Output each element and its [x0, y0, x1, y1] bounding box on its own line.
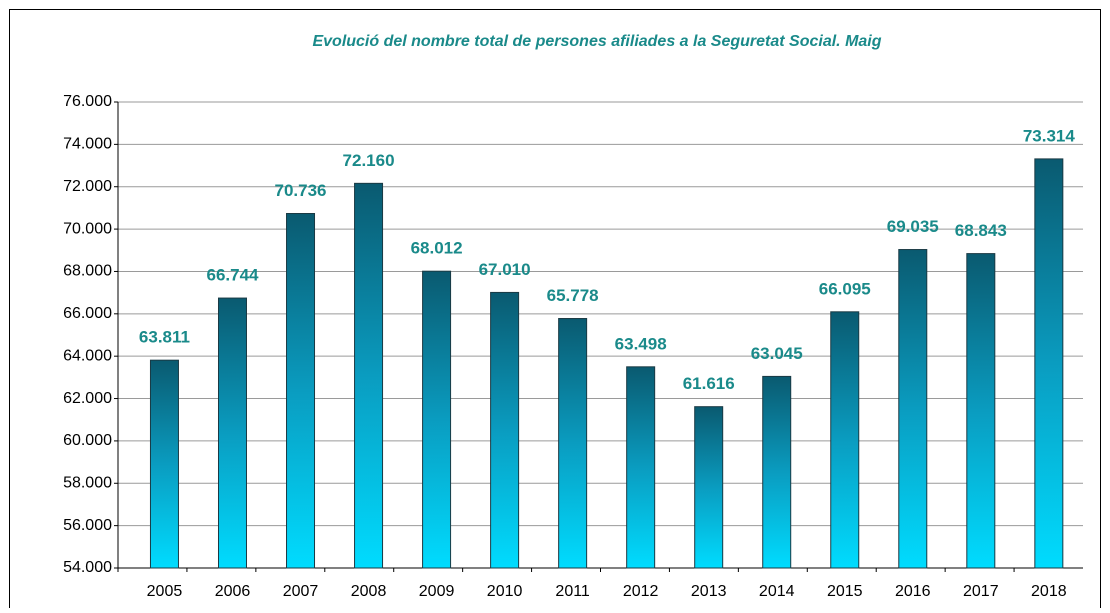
- x-tick-label: 2007: [283, 583, 319, 600]
- chart-title: Evolució del nombre total de persones af…: [312, 33, 881, 50]
- x-tick-label: 2009: [419, 583, 455, 600]
- x-tick-label: 2014: [759, 583, 795, 600]
- x-tick-label: 2015: [827, 583, 863, 600]
- y-tick-label: 76.000: [63, 93, 112, 110]
- value-label: 72.160: [343, 151, 395, 170]
- y-tick-label: 62.000: [63, 390, 112, 407]
- value-label: 73.314: [1023, 126, 1076, 145]
- value-label: 63.498: [615, 334, 667, 353]
- y-tick-label: 66.000: [63, 305, 112, 322]
- bar: [694, 406, 724, 569]
- value-label: 65.778: [547, 286, 599, 305]
- x-tick-label: 2008: [351, 583, 387, 600]
- bar: [422, 270, 452, 569]
- y-tick-label: 56.000: [63, 517, 112, 534]
- x-tick-label: 2017: [963, 583, 999, 600]
- bar: [966, 253, 996, 569]
- y-tick-label: 54.000: [63, 559, 112, 576]
- bar: [762, 375, 792, 569]
- value-label: 70.736: [275, 181, 327, 200]
- y-tick-label: 70.000: [63, 220, 112, 237]
- value-label: 67.010: [479, 260, 531, 279]
- value-label: 66.744: [206, 266, 259, 285]
- bar: [490, 291, 520, 569]
- y-tick-label: 68.000: [63, 263, 112, 280]
- y-tick-label: 72.000: [63, 178, 112, 195]
- bar: [149, 359, 179, 569]
- x-tick-label: 2010: [487, 583, 523, 600]
- x-tick-label: 2016: [895, 583, 931, 600]
- x-tick-label: 2011: [555, 583, 590, 600]
- x-tick-label: 2005: [147, 583, 183, 600]
- bar: [898, 249, 928, 569]
- bar: [830, 311, 860, 569]
- y-tick-label: 60.000: [63, 432, 112, 449]
- bar: [1034, 158, 1064, 569]
- y-tick-label: 64.000: [63, 347, 112, 364]
- y-tick-label: 58.000: [63, 474, 112, 491]
- value-label: 63.811: [139, 328, 190, 347]
- value-label: 63.045: [751, 344, 803, 363]
- x-tick-label: 2012: [623, 583, 659, 600]
- bar: [354, 182, 384, 569]
- value-label: 61.616: [683, 374, 735, 393]
- bar: [626, 366, 656, 569]
- value-label: 66.095: [819, 279, 871, 298]
- x-tick-label: 2018: [1031, 583, 1067, 600]
- x-tick-label: 2013: [691, 583, 727, 600]
- x-tick-label: 2006: [215, 583, 251, 600]
- bar: [558, 318, 588, 569]
- bar: [217, 297, 247, 569]
- value-label: 69.035: [887, 217, 939, 236]
- value-label: 68.012: [411, 239, 463, 258]
- value-label: 68.843: [955, 221, 1007, 240]
- bar: [286, 213, 316, 569]
- y-tick-label: 74.000: [63, 136, 112, 153]
